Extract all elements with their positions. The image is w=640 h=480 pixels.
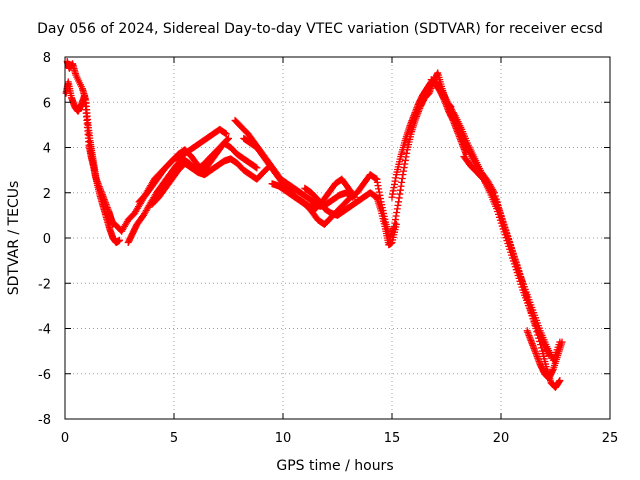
- data-point: [225, 134, 232, 142]
- series-sat-b: [63, 58, 123, 247]
- data-point: [531, 321, 539, 329]
- data-point: [533, 328, 541, 336]
- data-point: [526, 305, 534, 313]
- data-point: [519, 279, 527, 287]
- data-point: [556, 377, 564, 385]
- data-point: [528, 312, 536, 320]
- series-sat-p: [523, 327, 566, 382]
- y-tick-label: 6: [43, 96, 51, 111]
- data-point: [523, 295, 531, 303]
- x-tick-label: 15: [384, 431, 401, 446]
- series-sat-f: [148, 155, 274, 208]
- data-point: [536, 337, 544, 345]
- y-axis-label: SDTVAR / TECUs: [6, 181, 22, 296]
- series-sat-m: [427, 76, 553, 360]
- series-sat-j: [301, 184, 400, 249]
- y-tick-label: 8: [43, 51, 51, 66]
- data-point: [534, 331, 542, 339]
- data-point: [521, 286, 529, 294]
- data-point: [525, 302, 533, 310]
- data-point: [530, 318, 538, 326]
- data-point: [537, 341, 545, 349]
- data-point: [535, 334, 543, 342]
- x-tick-label: 10: [275, 431, 292, 446]
- y-tick-label: 0: [43, 232, 51, 247]
- data-point: [116, 236, 123, 244]
- data-point: [529, 315, 537, 323]
- y-tick-label: -8: [38, 413, 51, 428]
- grid: [65, 57, 610, 419]
- data-point: [527, 308, 535, 316]
- y-tick-label: -6: [38, 368, 51, 383]
- data-point: [524, 299, 532, 307]
- data-point: [520, 282, 528, 290]
- series-sat-a: [62, 78, 117, 228]
- y-tick-label: 2: [43, 187, 51, 202]
- y-tick-label: -4: [38, 323, 51, 338]
- x-tick-label: 5: [170, 431, 178, 446]
- x-axis-label: GPS time / hours: [276, 458, 393, 474]
- x-tick-label: 0: [61, 431, 69, 446]
- y-tick-label: 4: [43, 142, 51, 157]
- data-points: [62, 58, 566, 391]
- series-sat-e: [135, 139, 261, 206]
- y-tick-label: -2: [38, 277, 51, 292]
- data-point: [253, 164, 261, 172]
- data-point: [523, 292, 531, 300]
- x-tick-label: 20: [493, 431, 510, 446]
- x-tick-label: 25: [602, 431, 619, 446]
- data-point: [558, 338, 566, 346]
- chart-title: Day 056 of 2024, Sidereal Day-to-day VTE…: [37, 21, 603, 37]
- data-point: [450, 110, 458, 118]
- data-point: [522, 289, 530, 297]
- data-point: [439, 90, 447, 98]
- axis-ticks: 0 5 10 15 20 25 -8 -6 -4 -2 0 2 4 6 8: [38, 51, 618, 446]
- data-point: [532, 325, 540, 332]
- series-sat-o: [460, 153, 564, 391]
- data-point: [222, 130, 230, 138]
- data-point: [537, 344, 545, 352]
